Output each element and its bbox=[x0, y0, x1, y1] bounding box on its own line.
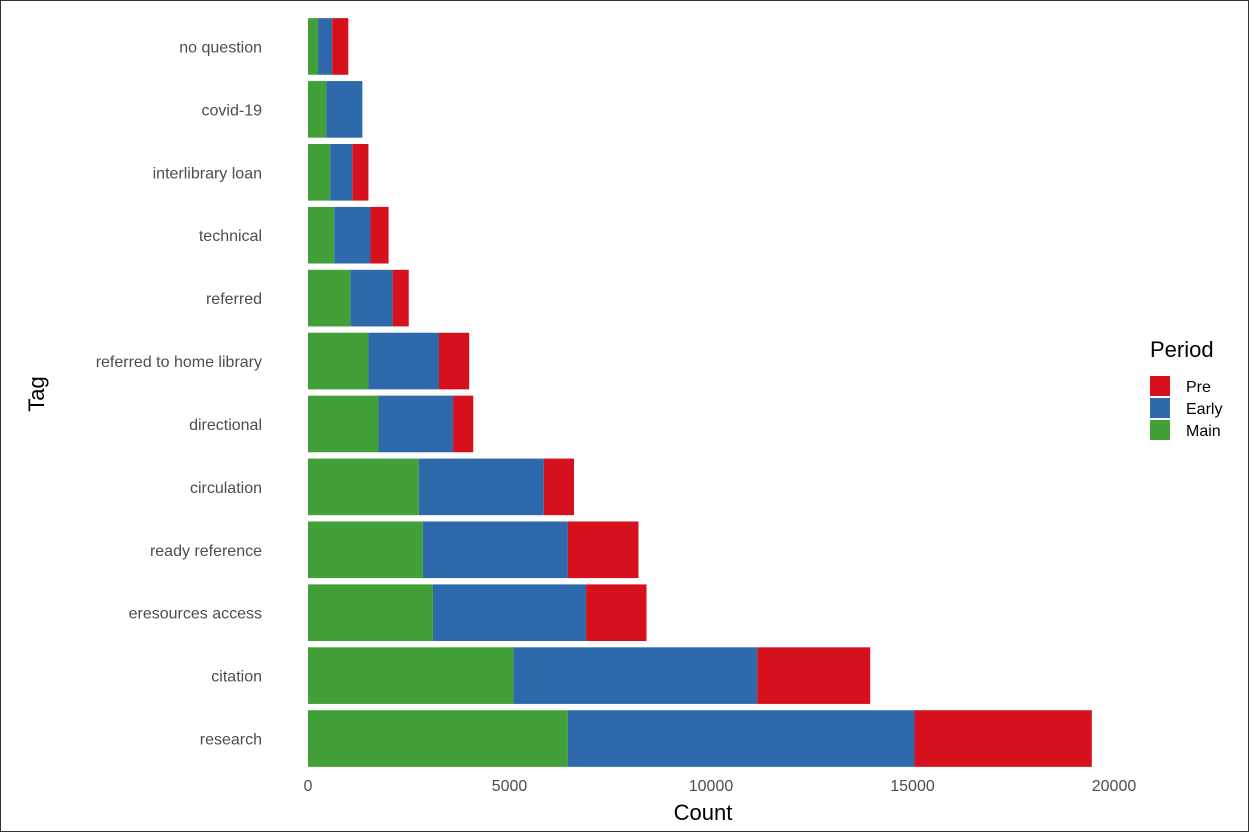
bar-directional-early bbox=[378, 395, 454, 453]
y-tick-label: citation bbox=[211, 669, 262, 686]
bar-no-question-main bbox=[308, 18, 319, 75]
bar-ready-reference-pre bbox=[567, 521, 639, 579]
x-tick-label: 0 bbox=[304, 778, 313, 795]
legend-swatch-pre bbox=[1150, 376, 1170, 396]
legend-label-main: Main bbox=[1186, 423, 1221, 440]
bar-eresources-access-early bbox=[432, 584, 587, 642]
bar-circulation-main bbox=[308, 458, 419, 516]
x-tick-label: 15000 bbox=[890, 778, 935, 795]
bar-eresources-access-pre bbox=[586, 584, 647, 642]
bar-covid-19-early bbox=[326, 81, 363, 138]
y-tick-label: directional bbox=[189, 417, 262, 434]
y-tick-label: technical bbox=[199, 228, 262, 245]
y-tick-label: interlibrary loan bbox=[153, 165, 262, 182]
x-tick-label: 10000 bbox=[689, 778, 734, 795]
legend: Period Pre Early Main bbox=[1150, 337, 1222, 440]
y-tick-label: referred bbox=[206, 291, 262, 308]
y-tick-label: covid-19 bbox=[202, 102, 263, 119]
legend-label-early: Early bbox=[1186, 401, 1222, 418]
x-tick-labels: 0 5000 10000 15000 20000 bbox=[304, 778, 1137, 795]
bar-referred-main bbox=[308, 269, 351, 327]
y-tick-label: circulation bbox=[190, 480, 262, 497]
bars-layer bbox=[308, 18, 1092, 767]
bar-referred-early bbox=[350, 269, 393, 327]
bar-ready-reference-main bbox=[308, 521, 423, 579]
bar-technical-early bbox=[334, 206, 371, 264]
x-tick-label: 5000 bbox=[492, 778, 528, 795]
bar-circulation-early bbox=[418, 458, 544, 516]
y-tick-label: eresources access bbox=[129, 606, 262, 623]
category-labels: no question covid-19 interlibrary loan tech… bbox=[96, 39, 262, 748]
legend-title: Period bbox=[1150, 337, 1214, 362]
bar-referred-pre bbox=[392, 269, 409, 327]
bar-no-question-early bbox=[318, 18, 333, 75]
bar-interlibrary-loan-early bbox=[330, 143, 353, 201]
bar-ready-reference-early bbox=[422, 521, 568, 579]
bar-referred-to-home-library-main bbox=[308, 332, 369, 390]
y-tick-label: referred to home library bbox=[96, 354, 262, 371]
bar-citation-main bbox=[308, 647, 514, 704]
bar-interlibrary-loan-pre bbox=[352, 143, 369, 201]
bar-research-early bbox=[567, 710, 915, 767]
bar-citation-early bbox=[513, 647, 758, 704]
x-axis-title: Count bbox=[674, 800, 733, 825]
y-tick-label: ready reference bbox=[150, 543, 262, 560]
legend-swatch-main bbox=[1150, 420, 1170, 440]
bar-no-question-pre bbox=[332, 18, 349, 75]
bar-technical-pre bbox=[370, 206, 389, 264]
y-axis-title: Tag bbox=[24, 376, 49, 411]
bar-directional-pre bbox=[453, 395, 474, 453]
bar-interlibrary-loan-main bbox=[308, 143, 331, 201]
bar-eresources-access-main bbox=[308, 584, 433, 642]
bar-referred-to-home-library-early bbox=[368, 332, 439, 390]
legend-label-pre: Pre bbox=[1186, 379, 1211, 396]
y-tick-label: no question bbox=[179, 39, 262, 56]
bar-circulation-pre bbox=[543, 458, 574, 516]
y-tick-label: research bbox=[200, 732, 262, 749]
bar-directional-main bbox=[308, 395, 379, 453]
bar-referred-to-home-library-pre bbox=[438, 332, 470, 390]
bar-research-pre bbox=[914, 710, 1092, 767]
bar-research-main bbox=[308, 710, 568, 767]
bar-citation-pre bbox=[757, 647, 871, 704]
legend-swatch-early bbox=[1150, 398, 1170, 418]
bar-covid-19-main bbox=[308, 81, 327, 138]
bar-technical-main bbox=[308, 206, 335, 264]
x-tick-label: 20000 bbox=[1092, 778, 1137, 795]
